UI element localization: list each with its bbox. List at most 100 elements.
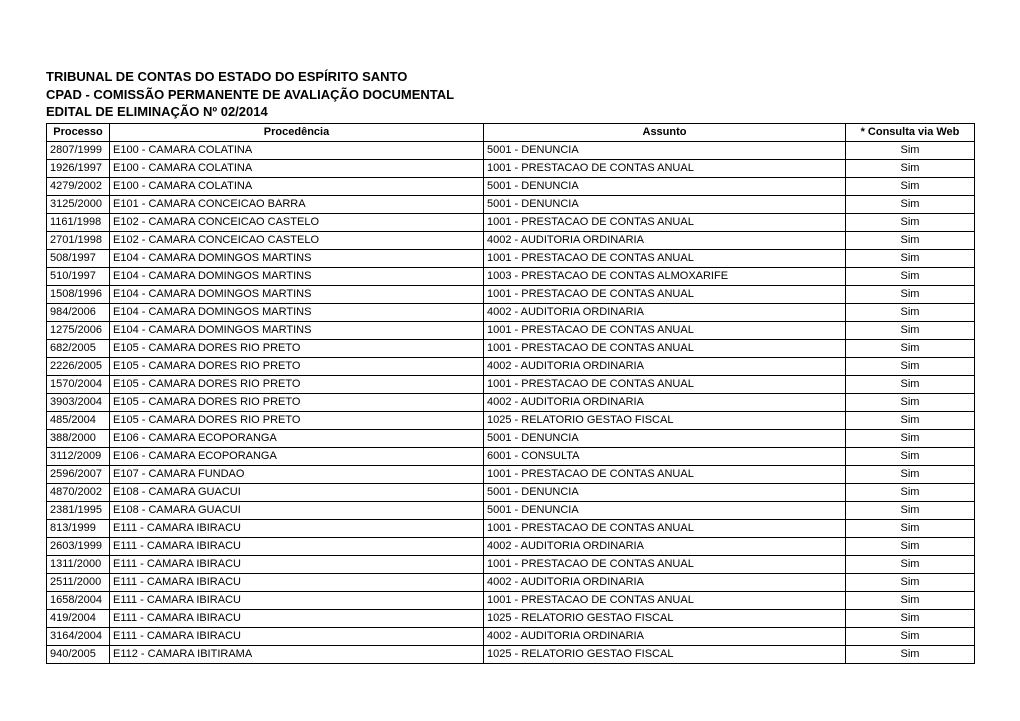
- cell-procedencia: E104 - CAMARA DOMINGOS MARTINS: [110, 249, 484, 267]
- cell-consulta: Sim: [846, 429, 975, 447]
- cell-procedencia: E105 - CAMARA DORES RIO PRETO: [110, 339, 484, 357]
- cell-processo: 1926/1997: [47, 159, 110, 177]
- cell-assunto: 5001 - DENUNCIA: [484, 483, 846, 501]
- table-row: 4870/2002E108 - CAMARA GUACUI5001 - DENU…: [47, 483, 975, 501]
- cell-processo: 3125/2000: [47, 195, 110, 213]
- cell-assunto: 1001 - PRESTACAO DE CONTAS ANUAL: [484, 555, 846, 573]
- col-header-procedencia: Procedência: [110, 123, 484, 141]
- cell-assunto: 1025 - RELATORIO GESTAO FISCAL: [484, 411, 846, 429]
- table-row: 1658/2004E111 - CAMARA IBIRACU1001 - PRE…: [47, 591, 975, 609]
- cell-consulta: Sim: [846, 609, 975, 627]
- cell-assunto: 1003 - PRESTACAO DE CONTAS ALMOXARIFE: [484, 267, 846, 285]
- cell-consulta: Sim: [846, 231, 975, 249]
- table-row: 1161/1998E102 - CAMARA CONCEICAO CASTELO…: [47, 213, 975, 231]
- table-row: 940/2005E112 - CAMARA IBITIRAMA1025 - RE…: [47, 645, 975, 663]
- cell-assunto: 4002 - AUDITORIA ORDINARIA: [484, 303, 846, 321]
- cell-procedencia: E106 - CAMARA ECOPORANGA: [110, 429, 484, 447]
- header-line-2: CPAD - COMISSÃO PERMANENTE DE AVALIAÇÃO …: [46, 86, 974, 104]
- cell-assunto: 1001 - PRESTACAO DE CONTAS ANUAL: [484, 213, 846, 231]
- cell-processo: 3903/2004: [47, 393, 110, 411]
- cell-consulta: Sim: [846, 357, 975, 375]
- cell-processo: 3112/2009: [47, 447, 110, 465]
- cell-procedencia: E111 - CAMARA IBIRACU: [110, 609, 484, 627]
- cell-procedencia: E111 - CAMARA IBIRACU: [110, 555, 484, 573]
- cell-consulta: Sim: [846, 393, 975, 411]
- cell-assunto: 1001 - PRESTACAO DE CONTAS ANUAL: [484, 375, 846, 393]
- cell-assunto: 1025 - RELATORIO GESTAO FISCAL: [484, 609, 846, 627]
- cell-processo: 2381/1995: [47, 501, 110, 519]
- cell-processo: 510/1997: [47, 267, 110, 285]
- cell-procedencia: E104 - CAMARA DOMINGOS MARTINS: [110, 321, 484, 339]
- cell-assunto: 4002 - AUDITORIA ORDINARIA: [484, 627, 846, 645]
- cell-consulta: Sim: [846, 591, 975, 609]
- cell-assunto: 5001 - DENUNCIA: [484, 177, 846, 195]
- cell-consulta: Sim: [846, 447, 975, 465]
- col-header-assunto: Assunto: [484, 123, 846, 141]
- cell-processo: 1570/2004: [47, 375, 110, 393]
- cell-consulta: Sim: [846, 249, 975, 267]
- table-row: 3903/2004E105 - CAMARA DORES RIO PRETO40…: [47, 393, 975, 411]
- cell-assunto: 5001 - DENUNCIA: [484, 501, 846, 519]
- cell-processo: 984/2006: [47, 303, 110, 321]
- cell-procedencia: E100 - CAMARA COLATINA: [110, 141, 484, 159]
- cell-consulta: Sim: [846, 645, 975, 663]
- cell-assunto: 5001 - DENUNCIA: [484, 141, 846, 159]
- cell-consulta: Sim: [846, 159, 975, 177]
- table-body: 2807/1999E100 - CAMARA COLATINA5001 - DE…: [47, 141, 975, 663]
- cell-procedencia: E111 - CAMARA IBIRACU: [110, 591, 484, 609]
- cell-consulta: Sim: [846, 321, 975, 339]
- cell-processo: 940/2005: [47, 645, 110, 663]
- cell-consulta: Sim: [846, 267, 975, 285]
- table-row: 2603/1999E111 - CAMARA IBIRACU4002 - AUD…: [47, 537, 975, 555]
- cell-assunto: 4002 - AUDITORIA ORDINARIA: [484, 393, 846, 411]
- header-line-3: EDITAL DE ELIMINAÇÃO Nº 02/2014: [46, 103, 974, 121]
- cell-processo: 1161/1998: [47, 213, 110, 231]
- cell-procedencia: E105 - CAMARA DORES RIO PRETO: [110, 393, 484, 411]
- cell-procedencia: E111 - CAMARA IBIRACU: [110, 573, 484, 591]
- cell-consulta: Sim: [846, 537, 975, 555]
- cell-procedencia: E106 - CAMARA ECOPORANGA: [110, 447, 484, 465]
- table-row: 2596/2007E107 - CAMARA FUNDAO1001 - PRES…: [47, 465, 975, 483]
- cell-consulta: Sim: [846, 573, 975, 591]
- cell-procedencia: E104 - CAMARA DOMINGOS MARTINS: [110, 285, 484, 303]
- table-row: 1508/1996E104 - CAMARA DOMINGOS MARTINS1…: [47, 285, 975, 303]
- cell-assunto: 1001 - PRESTACAO DE CONTAS ANUAL: [484, 159, 846, 177]
- cell-assunto: 1001 - PRESTACAO DE CONTAS ANUAL: [484, 249, 846, 267]
- cell-procedencia: E105 - CAMARA DORES RIO PRETO: [110, 375, 484, 393]
- cell-consulta: Sim: [846, 555, 975, 573]
- cell-procedencia: E101 - CAMARA CONCEICAO BARRA: [110, 195, 484, 213]
- cell-processo: 3164/2004: [47, 627, 110, 645]
- cell-processo: 813/1999: [47, 519, 110, 537]
- document-header: TRIBUNAL DE CONTAS DO ESTADO DO ESPÍRITO…: [46, 68, 974, 121]
- cell-assunto: 4002 - AUDITORIA ORDINARIA: [484, 231, 846, 249]
- table-row: 2701/1998E102 - CAMARA CONCEICAO CASTELO…: [47, 231, 975, 249]
- cell-consulta: Sim: [846, 213, 975, 231]
- cell-assunto: 5001 - DENUNCIA: [484, 429, 846, 447]
- cell-consulta: Sim: [846, 285, 975, 303]
- table-row: 2807/1999E100 - CAMARA COLATINA5001 - DE…: [47, 141, 975, 159]
- cell-assunto: 1001 - PRESTACAO DE CONTAS ANUAL: [484, 591, 846, 609]
- page: TRIBUNAL DE CONTAS DO ESTADO DO ESPÍRITO…: [0, 0, 1020, 664]
- cell-processo: 682/2005: [47, 339, 110, 357]
- table-row: 510/1997E104 - CAMARA DOMINGOS MARTINS10…: [47, 267, 975, 285]
- table-row: 4279/2002E100 - CAMARA COLATINA5001 - DE…: [47, 177, 975, 195]
- cell-processo: 2603/1999: [47, 537, 110, 555]
- cell-assunto: 4002 - AUDITORIA ORDINARIA: [484, 537, 846, 555]
- cell-assunto: 4002 - AUDITORIA ORDINARIA: [484, 357, 846, 375]
- cell-procedencia: E108 - CAMARA GUACUI: [110, 501, 484, 519]
- cell-consulta: Sim: [846, 483, 975, 501]
- table-row: 1275/2006E104 - CAMARA DOMINGOS MARTINS1…: [47, 321, 975, 339]
- cell-consulta: Sim: [846, 627, 975, 645]
- table-row: 3112/2009E106 - CAMARA ECOPORANGA6001 - …: [47, 447, 975, 465]
- cell-assunto: 5001 - DENUNCIA: [484, 195, 846, 213]
- table-row: 2226/2005E105 - CAMARA DORES RIO PRETO40…: [47, 357, 975, 375]
- cell-procedencia: E102 - CAMARA CONCEICAO CASTELO: [110, 231, 484, 249]
- cell-consulta: Sim: [846, 303, 975, 321]
- cell-assunto: 1001 - PRESTACAO DE CONTAS ANUAL: [484, 321, 846, 339]
- table-row: 485/2004E105 - CAMARA DORES RIO PRETO102…: [47, 411, 975, 429]
- cell-processo: 1658/2004: [47, 591, 110, 609]
- col-header-consulta: * Consulta via Web: [846, 123, 975, 141]
- table-row: 1570/2004E105 - CAMARA DORES RIO PRETO10…: [47, 375, 975, 393]
- cell-procedencia: E107 - CAMARA FUNDAO: [110, 465, 484, 483]
- table-row: 3164/2004E111 - CAMARA IBIRACU4002 - AUD…: [47, 627, 975, 645]
